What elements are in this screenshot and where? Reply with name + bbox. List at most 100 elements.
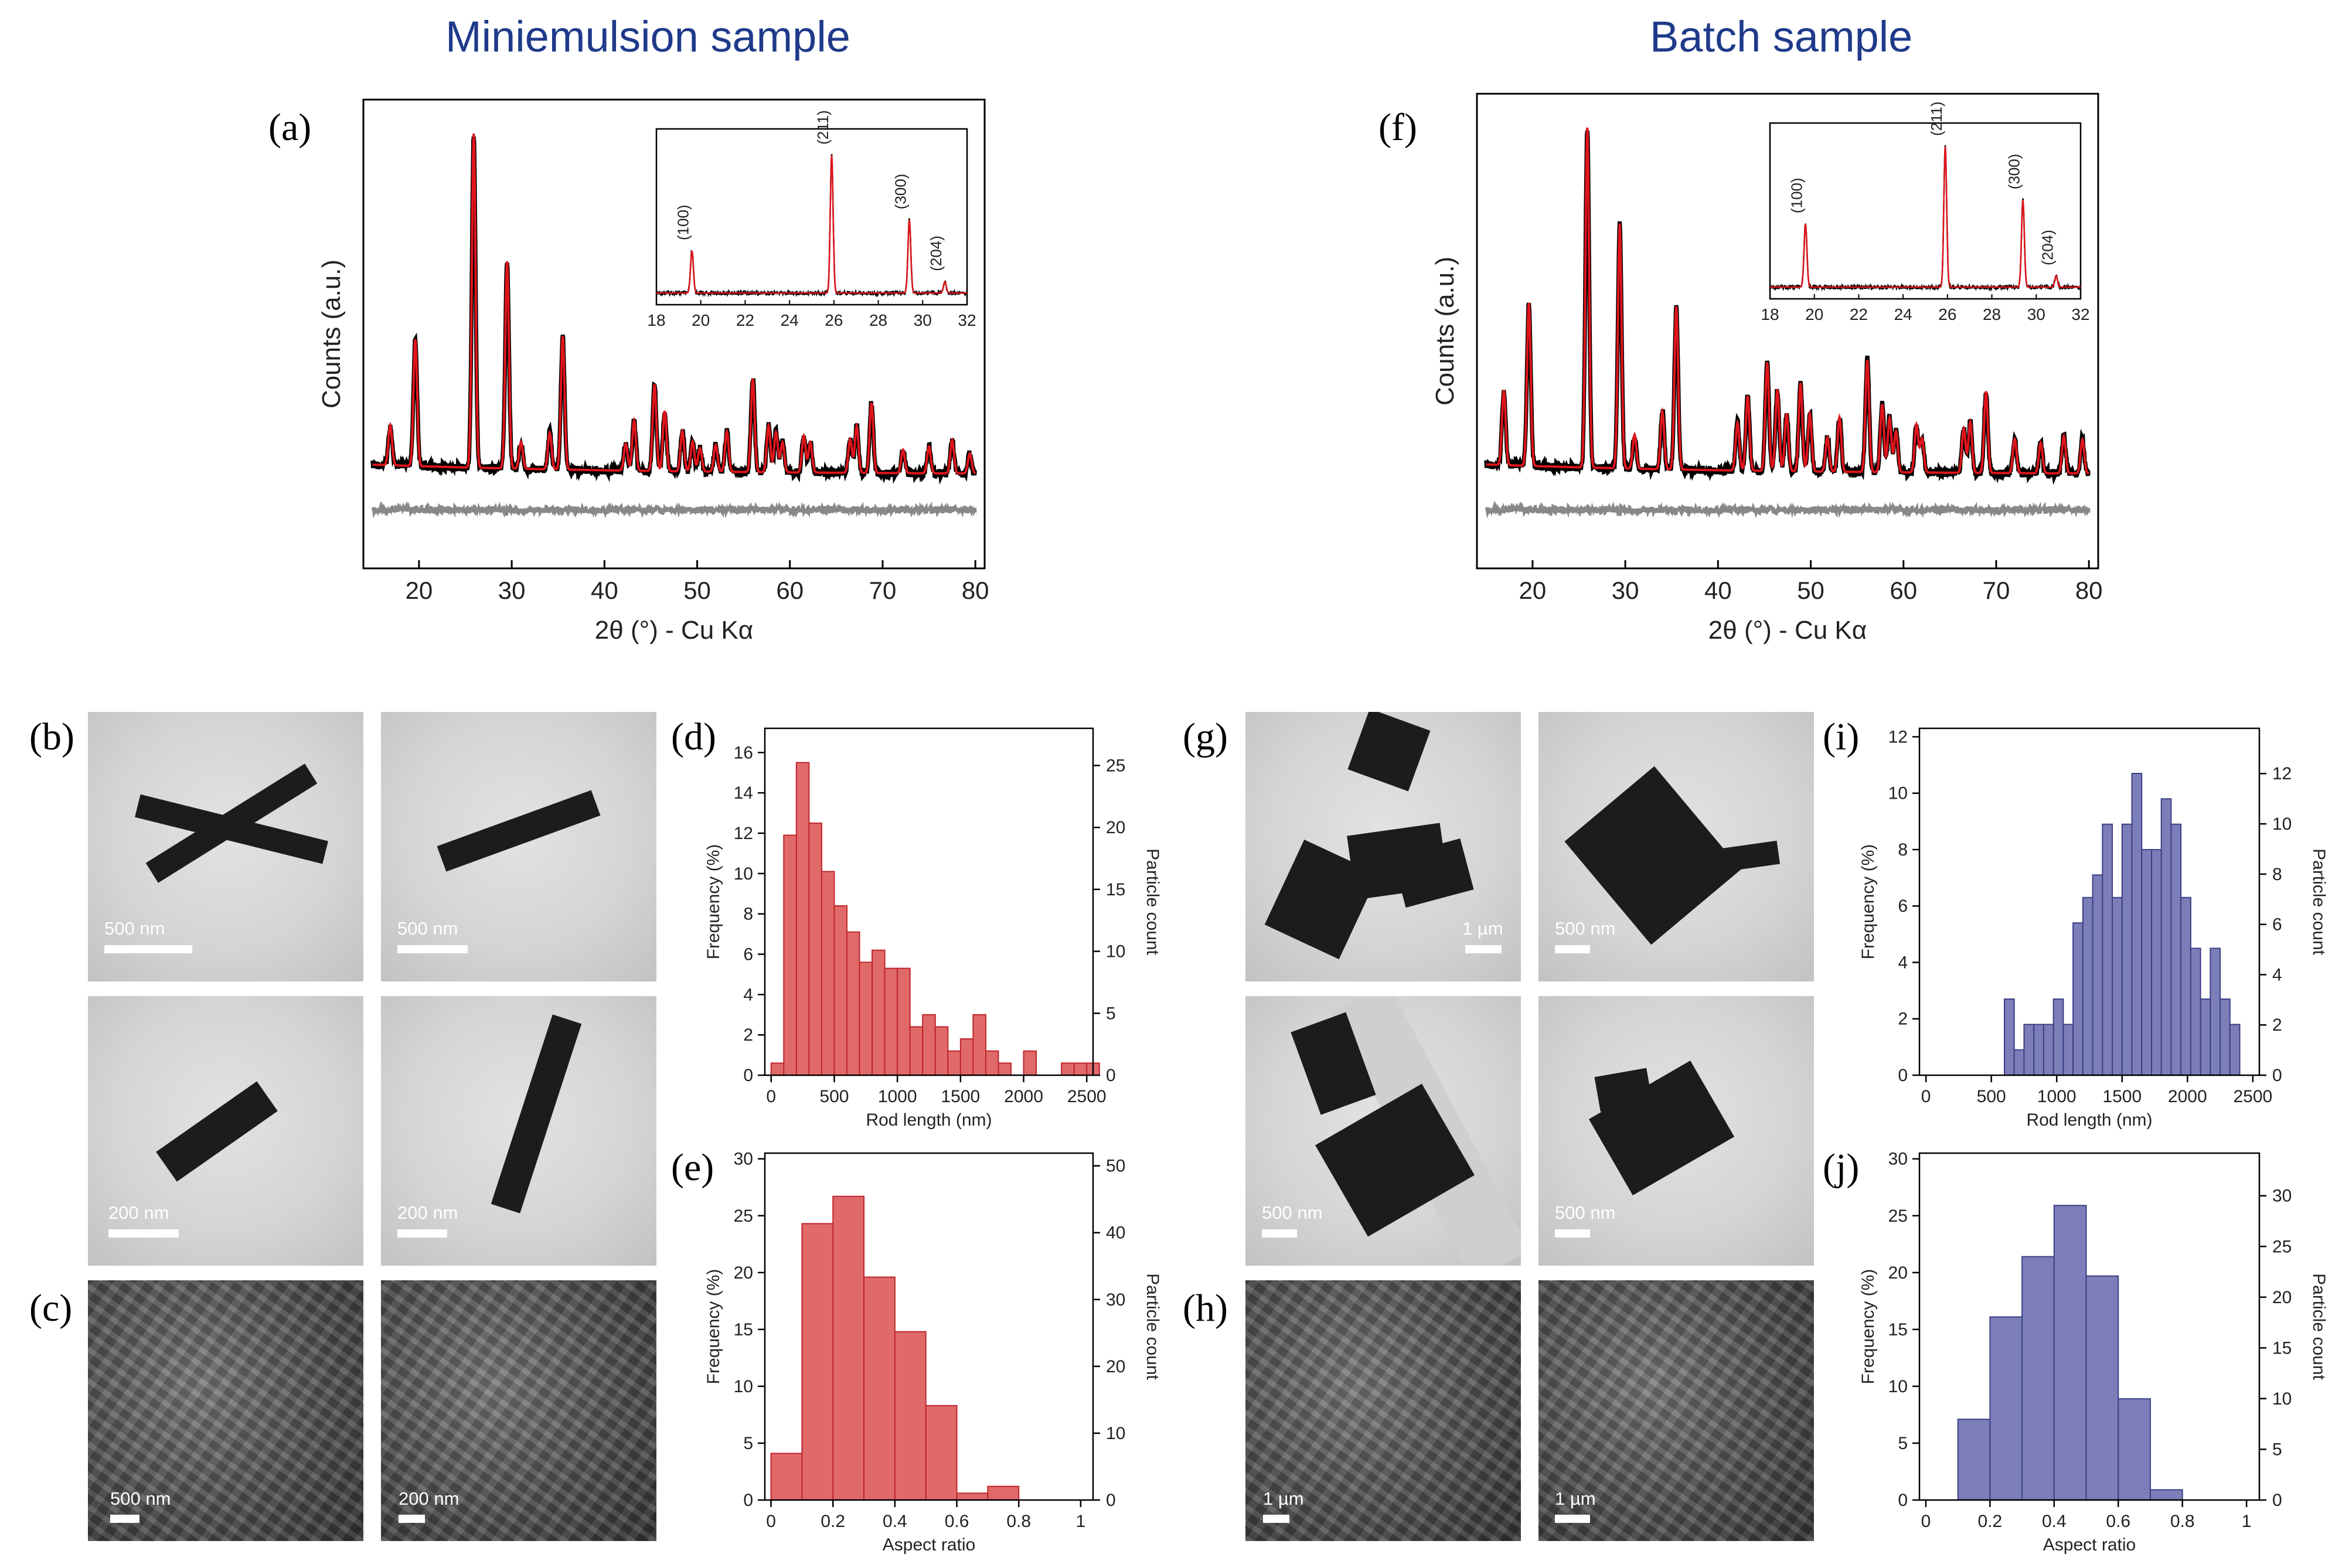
histogram-bar bbox=[909, 1026, 924, 1076]
histogram-bar bbox=[2190, 947, 2201, 1076]
plot-frame bbox=[1918, 727, 2261, 1076]
histogram-bar bbox=[2121, 823, 2133, 1076]
x-tick-label: 1 bbox=[2242, 1512, 2252, 1531]
y-axis-label: Counts (a.u.) bbox=[1431, 257, 1459, 405]
inset-x-tick-label: 26 bbox=[1938, 305, 1956, 323]
x-tick-label: 40 bbox=[591, 577, 618, 604]
y-tick-label: 4 bbox=[1898, 953, 1908, 972]
scale-label: 500 nm bbox=[1555, 918, 1616, 939]
histogram-bar bbox=[770, 1453, 803, 1501]
x-tick-label: 0.4 bbox=[2042, 1512, 2067, 1531]
histogram-bar bbox=[956, 1492, 989, 1501]
scale-label: 1 µm bbox=[1555, 1488, 1596, 1509]
y-tick-label: 20 bbox=[734, 1263, 753, 1283]
y2-tick-label: 4 bbox=[2272, 965, 2282, 984]
inset-x-tick-label: 28 bbox=[869, 311, 887, 329]
y2-tick-label: 10 bbox=[1106, 1424, 1125, 1443]
histogram-bar bbox=[894, 1331, 927, 1501]
panel-label-h: (h) bbox=[1183, 1287, 1228, 1330]
sem-image-h1: 1 µm bbox=[1245, 1280, 1521, 1541]
x-tick-label: 40 bbox=[1704, 577, 1732, 604]
x-tick-label: 60 bbox=[776, 577, 804, 604]
y-tick-label: 10 bbox=[1888, 784, 1908, 803]
inset-frame bbox=[1769, 122, 2082, 300]
x-tick-label: 80 bbox=[962, 577, 989, 604]
calculated-pattern bbox=[1486, 127, 2089, 475]
plot-frame bbox=[764, 727, 1094, 1076]
y2-tick-label: 0 bbox=[2272, 1491, 2282, 1510]
x-tick-label: 20 bbox=[406, 577, 433, 604]
histogram-e: 0 0.2 0.4 0.6 0.8 105101520253001020304050Asp… bbox=[704, 1150, 1162, 1555]
y-tick-label: 10 bbox=[1888, 1377, 1908, 1396]
x-tick-label: 60 bbox=[1890, 577, 1917, 604]
histogram-bar bbox=[2131, 773, 2143, 1076]
x-tick-label: 1500 bbox=[941, 1087, 980, 1106]
histogram-bar bbox=[2021, 1256, 2055, 1501]
scale-label: 500 nm bbox=[1262, 1202, 1323, 1223]
inset-x-tick-label: 32 bbox=[958, 311, 976, 329]
scale-label: 1 µm bbox=[1263, 1488, 1304, 1509]
tem-image-b3: 200 nm bbox=[88, 996, 363, 1266]
y2-axis-label: Particle count bbox=[1143, 1273, 1162, 1380]
y-tick-label: 6 bbox=[1898, 897, 1908, 916]
histogram-bar bbox=[846, 931, 860, 1076]
histogram-bar bbox=[1073, 1062, 1088, 1076]
y-tick-label: 30 bbox=[1888, 1150, 1908, 1169]
y2-tick-label: 30 bbox=[1106, 1290, 1125, 1310]
y2-tick-label: 25 bbox=[2272, 1237, 2292, 1256]
y2-tick-label: 50 bbox=[1106, 1157, 1125, 1176]
histogram-d: 0 500 1000 1500 2000 2500 0 2 4 6 8 10 12 14 16 0 5 10 15 2… bbox=[704, 727, 1162, 1130]
scale-label: 1 µm bbox=[1462, 918, 1503, 939]
sem-image-h2: 1 µm bbox=[1538, 1280, 1814, 1541]
histogram-bar bbox=[2229, 1024, 2241, 1076]
x-tick-label: 0.8 bbox=[2170, 1512, 2195, 1531]
histogram-bar bbox=[884, 967, 898, 1076]
histogram-bar bbox=[859, 962, 873, 1076]
panel-label-a: (a) bbox=[268, 106, 312, 149]
panel-label-e: (e) bbox=[671, 1146, 714, 1189]
y-axis-label: Counts (a.u.) bbox=[317, 260, 346, 408]
y2-tick-label: 6 bbox=[2272, 915, 2282, 935]
inset-x-tick-label: 28 bbox=[1983, 305, 2001, 323]
histogram-bar bbox=[2072, 922, 2084, 1076]
inset-x-tick-label: 18 bbox=[647, 311, 665, 329]
y2-tick-label: 5 bbox=[2272, 1440, 2282, 1459]
panel-label-f: (f) bbox=[1378, 106, 1417, 149]
inset-peak-label: (204) bbox=[927, 236, 945, 271]
x-tick-label: 0.6 bbox=[2106, 1512, 2130, 1531]
y2-tick-label: 40 bbox=[1106, 1223, 1125, 1243]
x-tick-label: 1500 bbox=[2102, 1087, 2142, 1106]
y2-tick-label: 20 bbox=[2272, 1288, 2292, 1307]
panel-label-d: (d) bbox=[671, 715, 716, 758]
y-axis-label: Frequency (%) bbox=[1858, 1269, 1878, 1385]
y-tick-label: 2 bbox=[743, 1025, 753, 1045]
batch-title: Batch sample bbox=[1650, 12, 1913, 61]
tem-image-b2: 500 nm bbox=[381, 712, 656, 981]
histogram-bar bbox=[2052, 998, 2064, 1076]
histogram-bar bbox=[985, 1050, 999, 1076]
calculated-pattern bbox=[372, 134, 976, 475]
y-axis-label: Frequency (%) bbox=[704, 844, 723, 960]
x-tick-label: 2500 bbox=[2233, 1087, 2272, 1106]
x-axis-label: Aspect ratio bbox=[883, 1535, 975, 1555]
inset-x-tick-label: 26 bbox=[825, 311, 843, 329]
y-tick-label: 0 bbox=[1898, 1491, 1908, 1510]
tem-image-g1: 1 µm bbox=[1245, 712, 1521, 981]
histogram-bar bbox=[2200, 998, 2211, 1076]
difference-curve bbox=[1485, 500, 2091, 519]
x-tick-label: 50 bbox=[683, 577, 711, 604]
histogram-bar bbox=[2092, 874, 2103, 1076]
y-axis-label: Frequency (%) bbox=[704, 1269, 723, 1385]
inset-frame bbox=[655, 128, 968, 306]
histogram-bar bbox=[2033, 1024, 2044, 1076]
y-tick-label: 0 bbox=[1898, 1066, 1908, 1085]
y2-tick-label: 12 bbox=[2272, 764, 2292, 783]
histogram-j: 0 0.2 0.4 0.6 0.8 1051015202530051015202530As… bbox=[1858, 1150, 2329, 1555]
histogram-bar bbox=[2102, 823, 2113, 1076]
y2-tick-label: 20 bbox=[1106, 1357, 1125, 1376]
x-axis-label: 2θ (°) - Cu Kα bbox=[595, 616, 753, 645]
y-tick-label: 4 bbox=[743, 985, 753, 1004]
x-tick-label: 30 bbox=[498, 577, 526, 604]
histogram-bar bbox=[2112, 897, 2123, 1076]
y2-tick-label: 0 bbox=[2272, 1066, 2282, 1085]
